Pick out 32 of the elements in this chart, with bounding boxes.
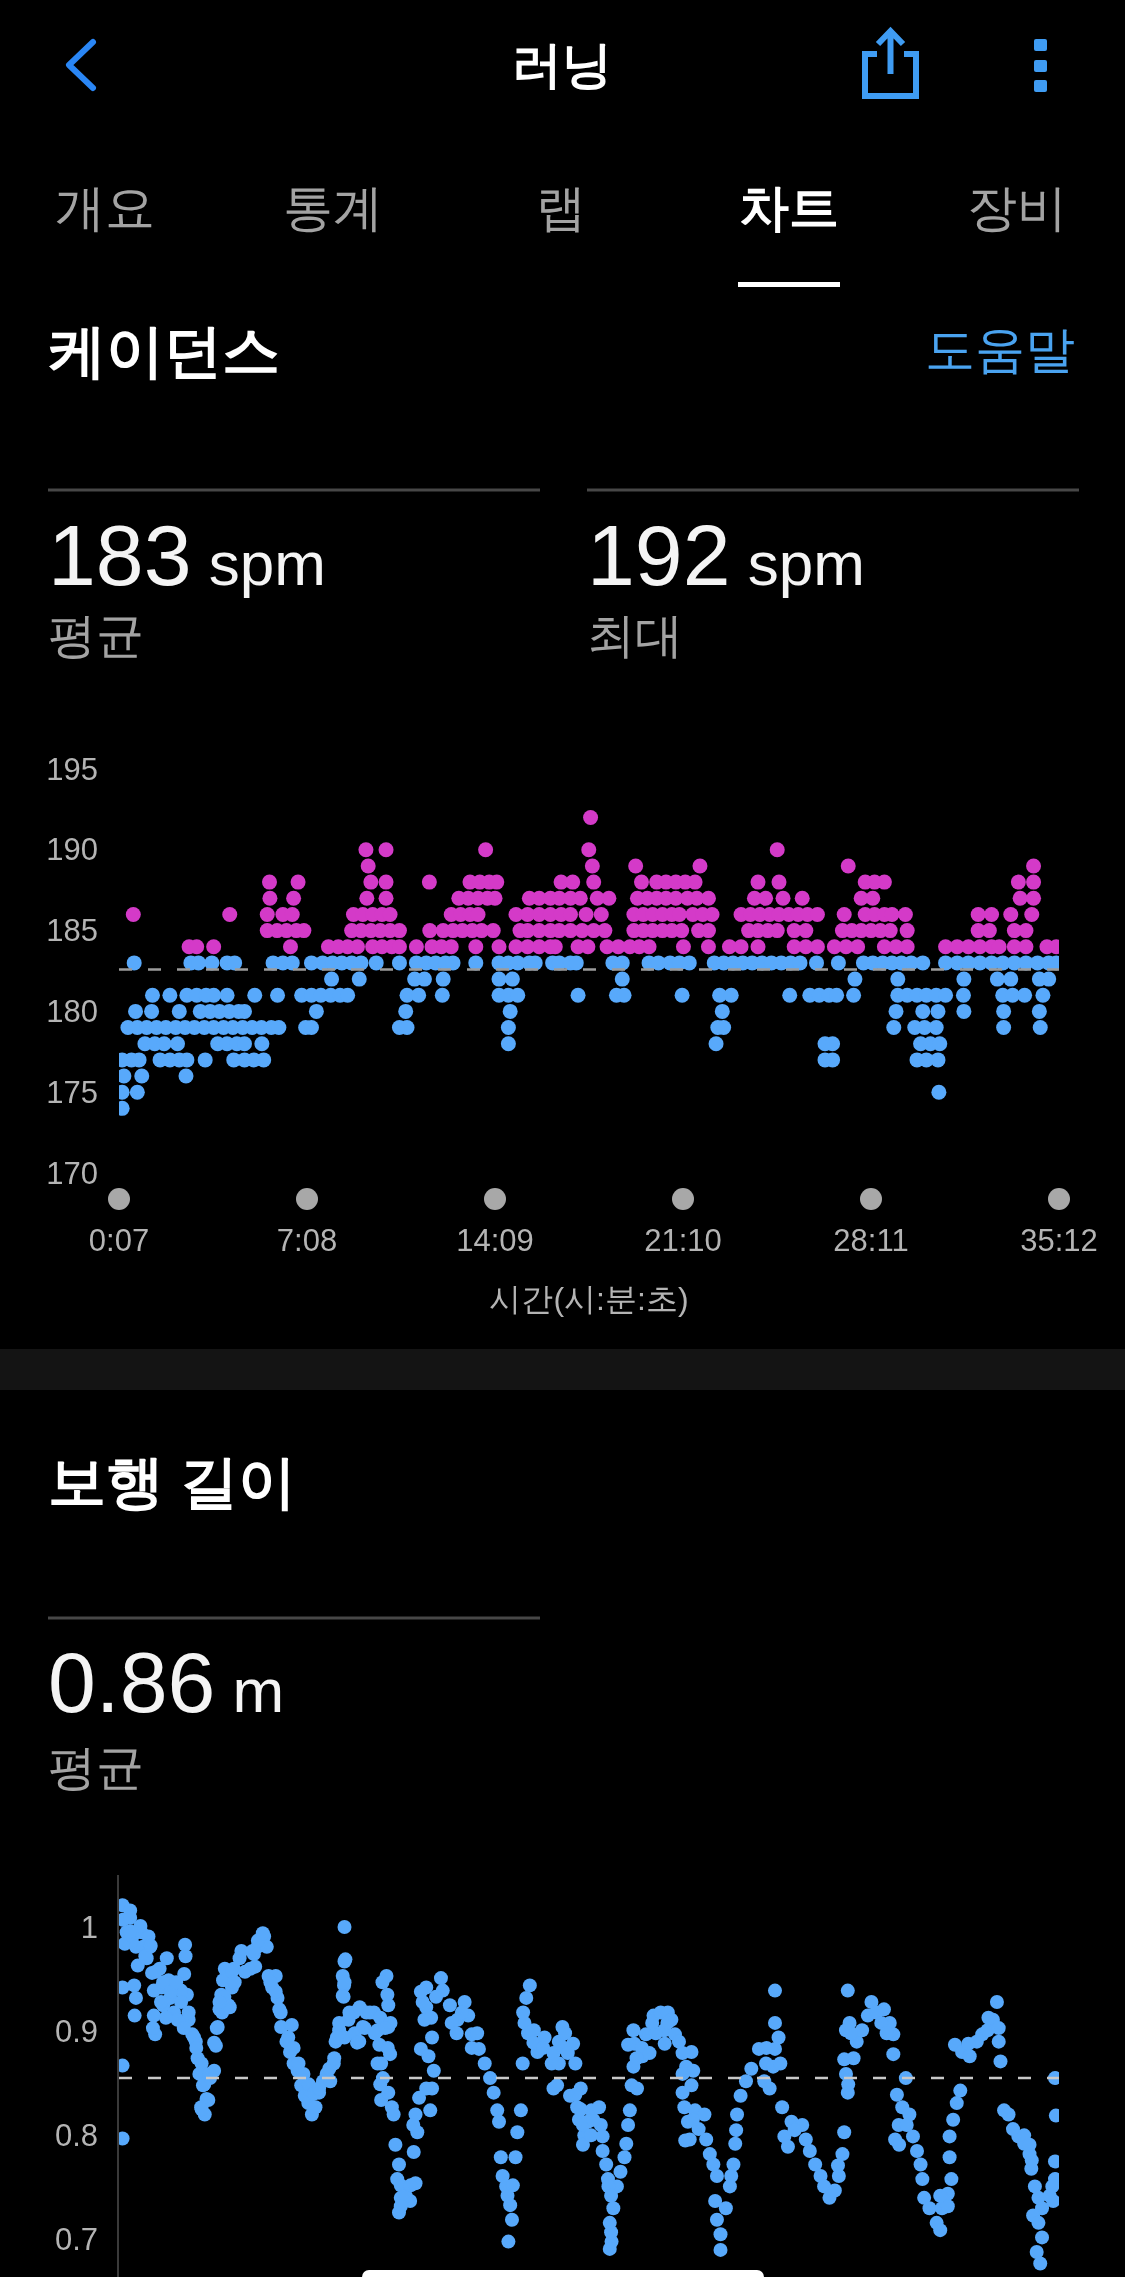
y-tick-label: 0.8: [54, 2117, 98, 2153]
y-tick-label: 190: [46, 832, 98, 868]
text: 0.86 m: [48, 1634, 285, 1730]
y-tick-label: 0.9: [54, 2013, 98, 2049]
y-tick-label: 195: [46, 751, 98, 787]
text: 최대: [587, 608, 683, 662]
text: 통계: [283, 180, 383, 236]
y-tick-label: 1: [80, 1909, 98, 1945]
y-tick-label: 0.7: [54, 2222, 98, 2258]
x-tick-label: 14:09: [456, 1222, 534, 1258]
text: 도움말: [925, 322, 1075, 378]
chart-title: 보행 길이: [48, 1448, 297, 1514]
text: 차트: [739, 180, 839, 236]
y-tick-label: 175: [46, 1074, 98, 1110]
chart-title: 케이던스: [48, 317, 280, 383]
y-tick-label: 180: [46, 993, 98, 1029]
y-tick-label: 170: [46, 1155, 98, 1191]
text: 개요: [55, 180, 155, 236]
x-tick-label: 7:08: [276, 1222, 338, 1258]
text: 랩: [536, 180, 586, 236]
text: 183 spm: [48, 507, 326, 603]
x-axis-title: 시간(시:분:초): [489, 1281, 689, 1317]
text: 192 spm: [587, 507, 865, 603]
text: 평균: [48, 608, 144, 662]
x-tick-label: 28:11: [833, 1222, 909, 1258]
x-tick-label: 21:10: [644, 1222, 722, 1258]
x-tick-label: 0:07: [88, 1222, 150, 1258]
text: 장비: [967, 180, 1067, 236]
x-tick-label: 35:12: [1020, 1222, 1098, 1258]
text: 평균: [48, 1740, 144, 1794]
y-tick-label: 185: [46, 913, 98, 949]
text: 러닝: [512, 37, 612, 93]
